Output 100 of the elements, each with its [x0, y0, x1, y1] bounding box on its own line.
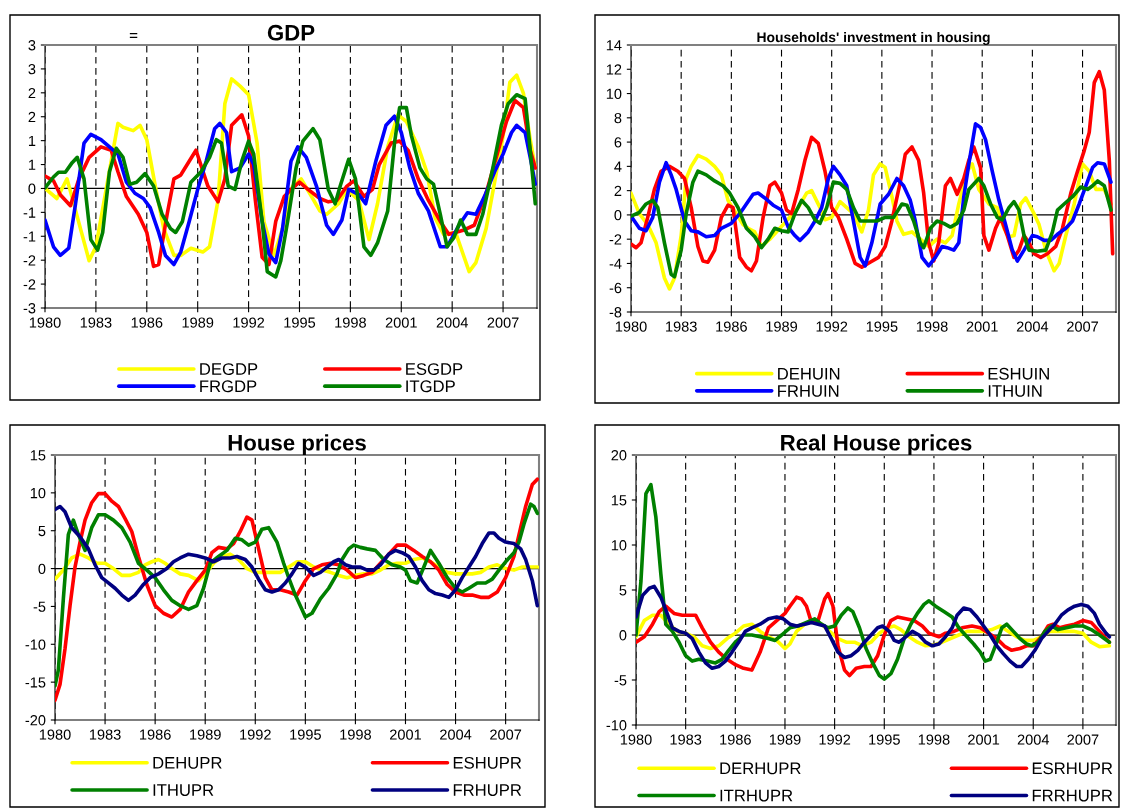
y-tick-label: -4 [609, 258, 622, 269]
legend-label: ESRHUPR [1032, 762, 1113, 775]
x-tick-label: 1992 [240, 729, 271, 740]
x-tick-label: 2004 [1016, 321, 1049, 332]
x-tick-label: 1986 [140, 729, 171, 740]
y-tick-label: 20 [611, 450, 627, 461]
chart-title: Households' investment in housing [757, 31, 990, 45]
y-tick-label: 15 [611, 495, 627, 506]
x-tick-label: 2004 [1017, 734, 1050, 745]
x-tick-label: 1995 [866, 321, 898, 332]
legend-label: FRGDP [200, 380, 257, 393]
y-tick-label: 3 [28, 40, 36, 51]
y-tick-label: 8 [614, 112, 622, 124]
x-tick-label: 1995 [290, 729, 321, 740]
x-tick-label: 1980 [39, 729, 71, 740]
y-tick-label: -5 [614, 675, 627, 686]
legend-label: ITHUIN [988, 385, 1042, 397]
x-tick-label: 1983 [666, 321, 697, 332]
y-tick-label: -1 [23, 231, 36, 242]
x-tick-label: 1986 [131, 317, 163, 328]
legend-label: FRRHUPR [1032, 789, 1113, 802]
y-tick-label: 4 [614, 161, 622, 172]
legend-label: ITRHUPR [720, 789, 793, 802]
x-tick-label: 1998 [916, 321, 948, 332]
x-tick-label: 1983 [670, 734, 702, 745]
y-tick-label: 0 [614, 210, 622, 221]
y-tick-label: -20 [25, 715, 46, 726]
y-tick-label: 6 [614, 137, 622, 148]
x-tick-label: 1986 [720, 734, 751, 745]
x-tick-label: 1989 [766, 321, 798, 332]
y-tick-label: -10 [606, 720, 627, 731]
y-tick-label: 10 [611, 540, 627, 551]
x-tick-label: 1983 [89, 729, 121, 740]
x-tick-label: 1998 [340, 729, 371, 740]
x-tick-label: 1986 [716, 321, 747, 332]
y-tick-label: 14 [606, 40, 622, 51]
y-tick-label: 0 [619, 630, 627, 641]
legend-label: DEGDP [200, 363, 258, 375]
y-tick-label: 3 [28, 64, 36, 75]
x-tick-label: 2001 [968, 734, 1000, 745]
chart-title: Real House prices [781, 434, 972, 455]
y-tick-label: 5 [38, 525, 46, 537]
x-tick-label: 1980 [615, 321, 647, 332]
x-tick-label: 2004 [436, 317, 468, 328]
y-tick-label: 10 [606, 88, 622, 99]
y-tick-label: 12 [606, 64, 622, 75]
y-tick-label: 2 [28, 87, 36, 99]
x-tick-label: 1992 [233, 317, 265, 328]
x-tick-label: 2007 [487, 317, 519, 328]
x-tick-label: 1989 [769, 734, 801, 745]
y-tick-label: 1 [28, 135, 36, 146]
legend-label: DEHUIN [778, 368, 840, 380]
chart-title: House prices [228, 434, 366, 455]
y-tick-label: 1 [28, 159, 36, 170]
y-tick-label: -6 [609, 282, 622, 294]
y-tick-label: 0 [28, 183, 36, 194]
x-tick-label: 1989 [182, 317, 214, 328]
x-tick-label: 1998 [335, 317, 366, 328]
y-tick-label: -1 [23, 207, 36, 218]
y-tick-label: 2 [614, 185, 622, 196]
x-tick-label: 2007 [1067, 321, 1099, 332]
y-tick-label: -8 [609, 307, 622, 318]
y-tick-label: 15 [30, 450, 46, 461]
legend-label: ESHUIN [988, 367, 1049, 380]
legend-label: FRHUIN [778, 385, 839, 397]
y-tick-label: 5 [619, 585, 627, 596]
y-tick-label: -3 [23, 303, 36, 314]
x-tick-label: 1992 [816, 321, 848, 332]
legend-label: DERHUPR [720, 762, 801, 775]
x-tick-label: 2001 [385, 317, 417, 328]
x-tick-label: 2001 [966, 321, 998, 332]
text: = [129, 33, 138, 38]
x-tick-label: 2001 [390, 729, 421, 740]
legend-label: DEHUPR [153, 757, 222, 769]
x-tick-label: 1980 [29, 317, 61, 328]
y-tick-label: -10 [25, 639, 46, 650]
x-tick-label: 2004 [440, 729, 472, 740]
x-tick-label: 2007 [490, 729, 522, 740]
x-tick-label: 1995 [284, 317, 316, 328]
x-tick-label: 2007 [1067, 734, 1099, 745]
y-tick-label: 2 [28, 111, 36, 123]
x-tick-label: 1998 [918, 734, 950, 745]
x-tick-label: 1995 [869, 734, 900, 745]
legend-label: ITGDP [406, 380, 455, 393]
x-tick-label: 1980 [620, 734, 652, 745]
y-tick-label: -2 [23, 255, 36, 266]
y-tick-label: 0 [38, 563, 46, 574]
y-tick-label: 10 [30, 487, 46, 499]
x-tick-label: 1989 [190, 729, 221, 740]
x-tick-label: 1992 [819, 734, 851, 745]
legend-label: ESHUPR [453, 756, 522, 769]
y-tick-label: -2 [609, 234, 622, 245]
legend-label: ITHUPR [153, 784, 214, 796]
y-tick-label: -15 [25, 677, 46, 688]
legend-label: FRHUPR [453, 784, 522, 796]
y-tick-label: -5 [33, 601, 46, 612]
x-tick-label: 1983 [80, 317, 112, 328]
legend-label: ESGDP [406, 363, 463, 375]
chart-title: GDP [267, 24, 315, 41]
y-tick-label: -2 [23, 279, 36, 290]
